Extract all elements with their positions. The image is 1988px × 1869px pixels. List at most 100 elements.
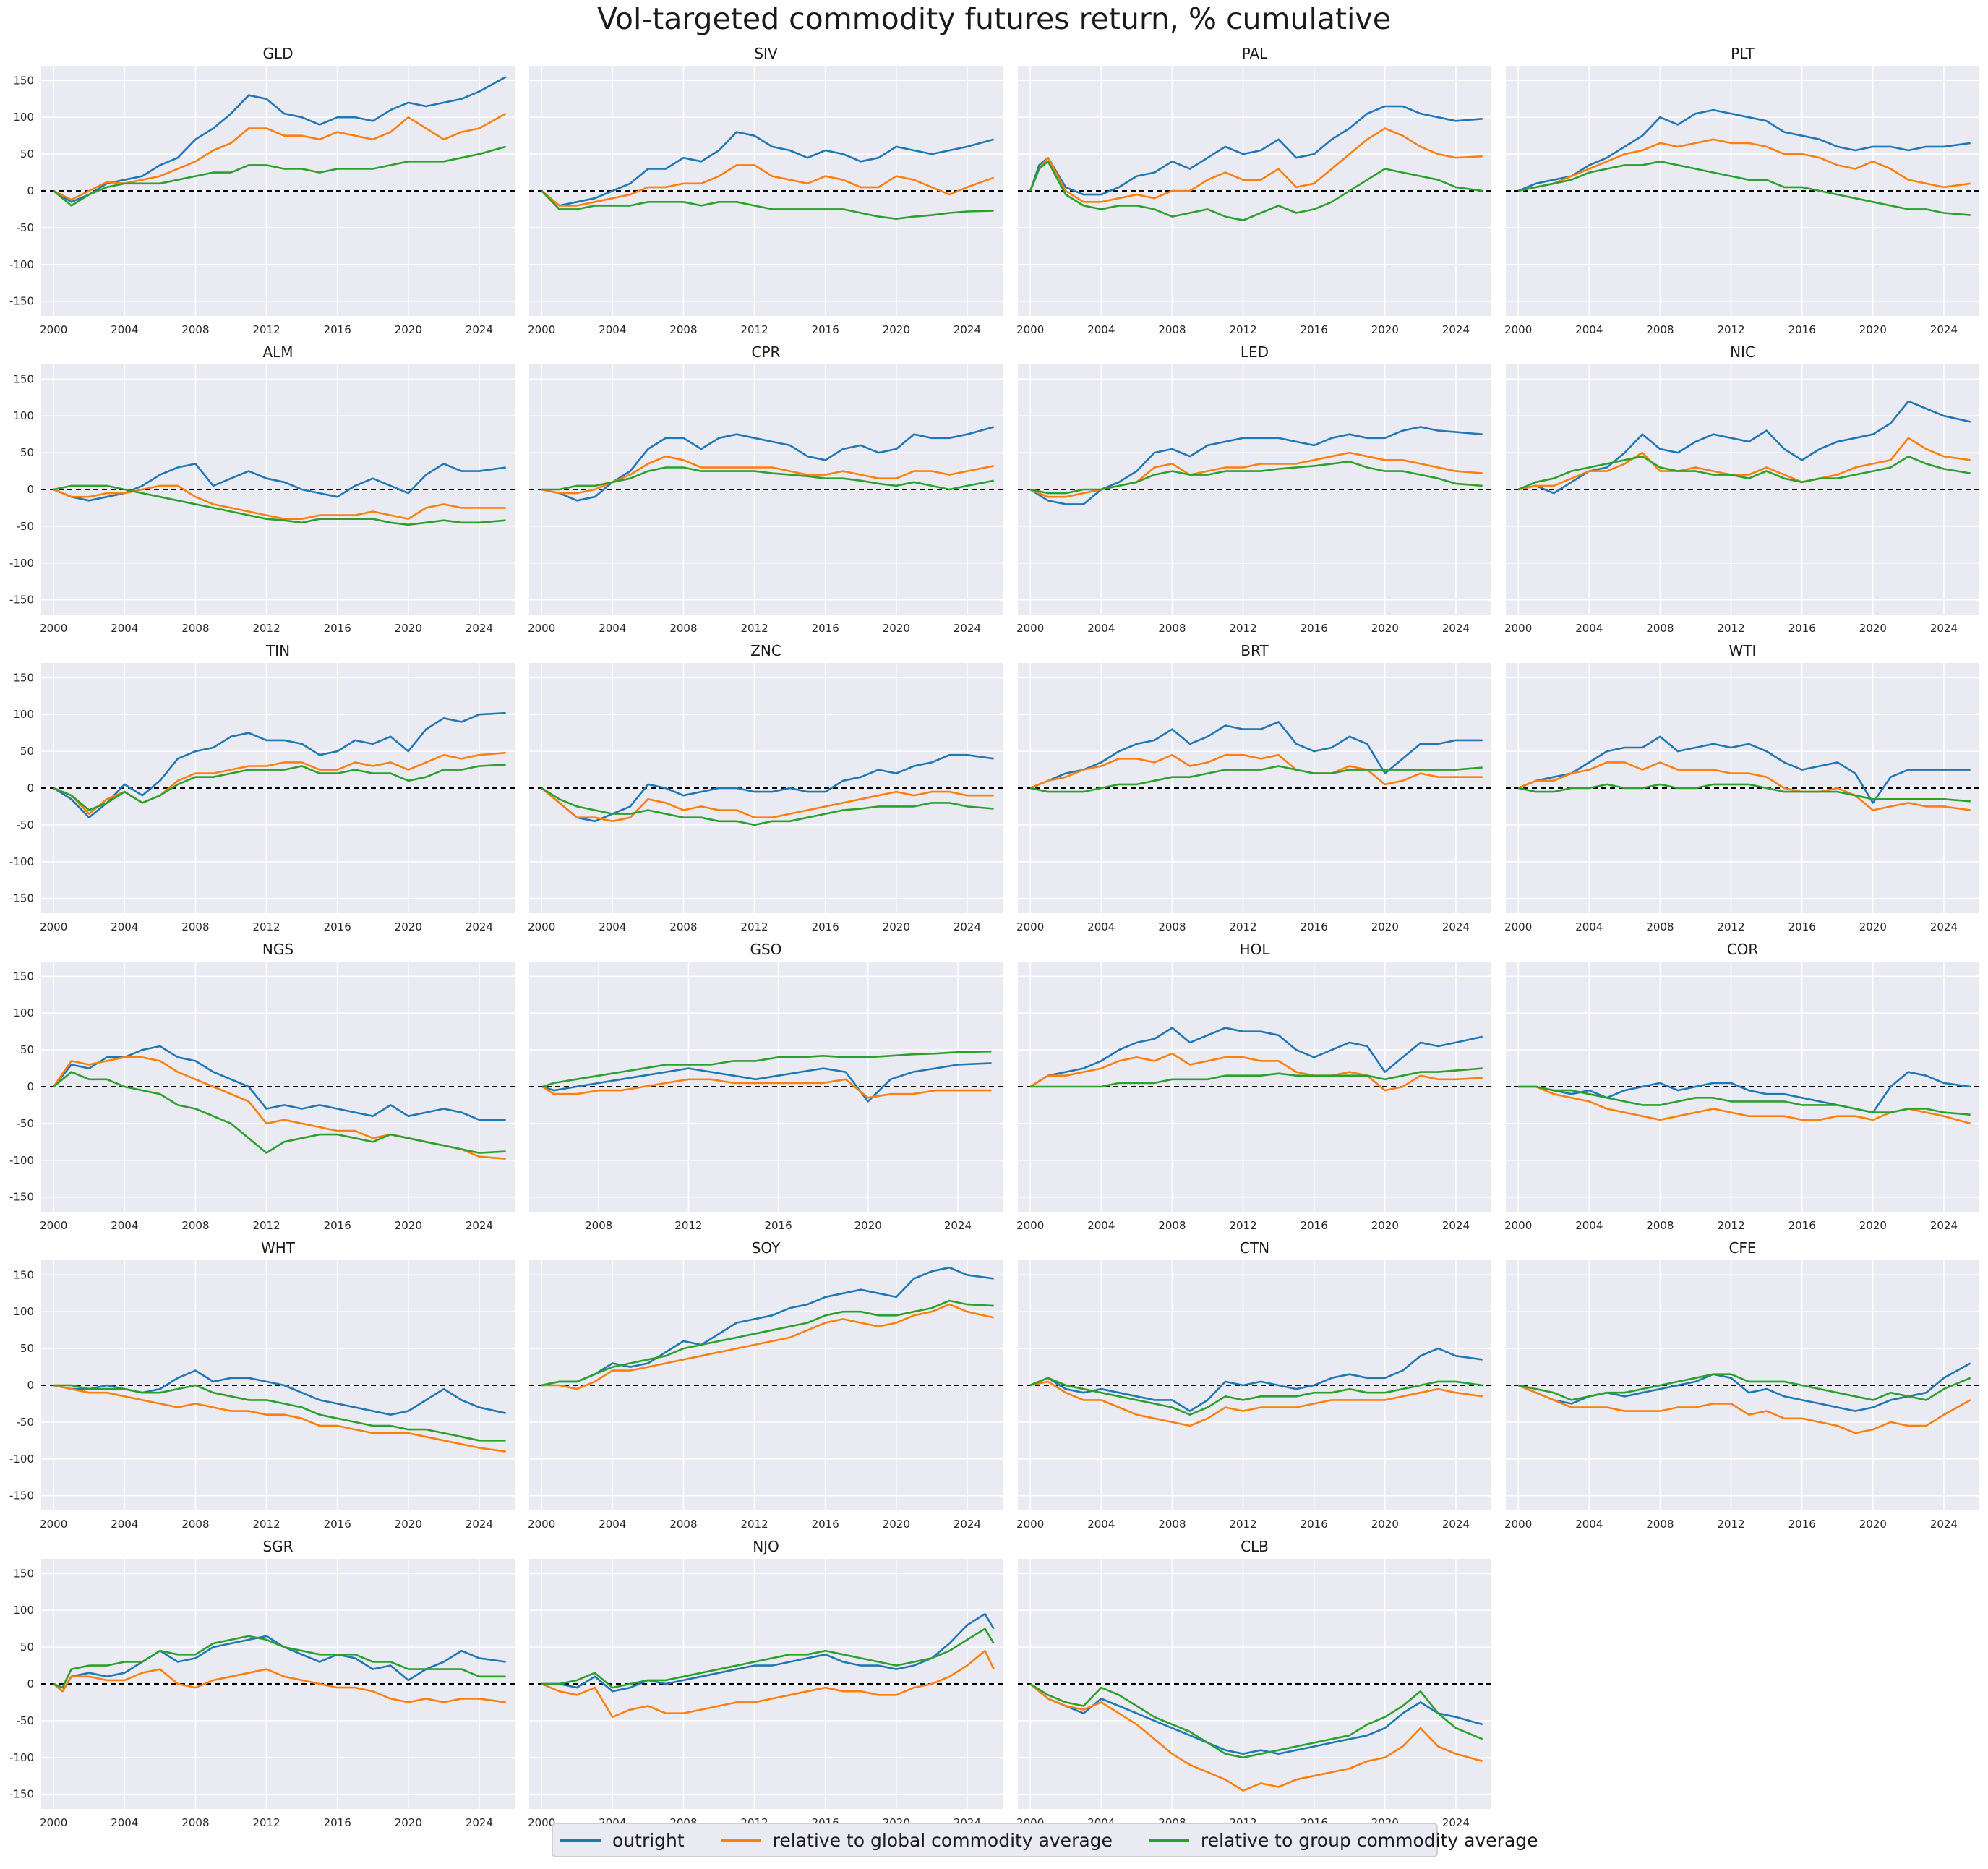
x-tick-label: 2012 [1717, 1518, 1744, 1531]
x-tick-label: 2008 [181, 1219, 209, 1232]
x-tick-label: 2016 [812, 1518, 839, 1531]
series-line-relative-to-group-commodity-average [1029, 1377, 1483, 1416]
series-line-outright [1517, 735, 1971, 804]
series-line-relative-to-group-commodity-average [53, 484, 506, 526]
x-tick-label: 2004 [599, 323, 626, 336]
x-tick-label: 2000 [40, 323, 67, 336]
series-line-outright [53, 1635, 506, 1693]
series-line-relative-to-group-commodity-average [53, 1635, 506, 1689]
y-tick-label: 0 [27, 184, 34, 197]
x-tick-label: 2020 [1371, 1219, 1399, 1232]
x-tick-label: 2008 [669, 1518, 697, 1531]
panel-title: BRT [1241, 642, 1269, 659]
panel-tin: -150 -100 -50 0 50 100 150 2000 2004 2008 2012 2016… [9, 642, 515, 933]
x-tick-label: 2016 [1301, 1518, 1328, 1531]
x-tick-label: 2008 [669, 622, 697, 635]
panel-led: 2000 2004 2008 2012 2016 2020 2024 LED [1016, 343, 1491, 635]
series-line-relative-to-global-commodity-average [1029, 753, 1483, 790]
x-tick-label: 2020 [883, 1518, 910, 1531]
series-line-relative-to-global-commodity-average [541, 787, 994, 823]
x-tick-label: 2016 [1788, 323, 1816, 336]
x-tick-label: 2004 [1087, 920, 1115, 933]
x-tick-label: 2000 [1504, 323, 1532, 336]
series-line-relative-to-global-commodity-average [53, 1384, 506, 1453]
series-line-relative-to-global-commodity-average [1029, 127, 1483, 203]
x-tick-label: 2012 [252, 1518, 280, 1531]
series-line-outright [53, 1045, 506, 1121]
panel-title: PLT [1731, 45, 1755, 62]
x-tick-label: 2004 [599, 1518, 626, 1531]
y-tick-label: 0 [27, 1677, 34, 1690]
series-line-relative-to-group-commodity-average [53, 145, 507, 207]
series-line-relative-to-global-commodity-average [1518, 1085, 1971, 1125]
y-tick-label: 100 [13, 708, 34, 721]
y-tick-label: 150 [13, 1268, 34, 1281]
x-tick-label: 2020 [1859, 1219, 1887, 1232]
x-tick-label: 2008 [181, 1816, 209, 1829]
x-tick-label: 2004 [1575, 1518, 1603, 1531]
panel-gld: -150 -100 -50 0 50 100 150 2000 2004 2008 2012 2016… [9, 45, 515, 336]
y-tick-label: -150 [9, 1788, 34, 1801]
x-tick-label: 2012 [1229, 622, 1256, 635]
panel-title: ALM [262, 343, 293, 361]
series-line-relative-to-global-commodity-average [1517, 138, 1971, 192]
x-tick-label: 2024 [466, 1219, 493, 1232]
y-tick-label: 150 [13, 372, 34, 385]
panel-title: COR [1727, 941, 1759, 958]
panel-brt: 2000 2004 2008 2012 2016 2020 2024 BRT [1016, 642, 1491, 933]
x-tick-label: 2008 [1158, 920, 1186, 933]
legend-item-group: relative to group commodity average [1148, 1829, 1538, 1851]
series-line-outright [541, 753, 994, 823]
panel-cpr: 2000 2004 2008 2012 2016 2020 2024 CPR [528, 343, 1003, 635]
x-tick-label: 2024 [954, 1518, 981, 1531]
x-tick-label: 2008 [1646, 622, 1674, 635]
series-line-relative-to-global-commodity-average [1517, 1384, 1971, 1434]
x-tick-label: 2012 [1229, 323, 1256, 336]
panel-plt: 2000 2004 2008 2012 2016 2020 2024 PLT [1504, 45, 1979, 336]
x-tick-label: 2016 [324, 920, 351, 933]
series-line-outright [1029, 1027, 1483, 1088]
series-line-relative-to-group-commodity-average [53, 1071, 506, 1154]
y-tick-label: -100 [9, 1154, 34, 1167]
y-tick-label: 150 [13, 1567, 34, 1580]
legend-label-group: relative to group commodity average [1200, 1829, 1538, 1851]
series-line-outright [53, 76, 507, 203]
series-line-relative-to-group-commodity-average [1029, 765, 1483, 793]
x-tick-label: 2020 [395, 622, 422, 635]
x-tick-label: 2008 [669, 323, 697, 336]
x-tick-label: 2000 [528, 1518, 555, 1531]
x-tick-label: 2008 [1646, 1219, 1674, 1232]
series-line-outright [1518, 1071, 1971, 1113]
series-line-relative-to-group-commodity-average [1517, 783, 1971, 803]
series-line-relative-to-global-commodity-average [541, 1303, 994, 1390]
x-tick-label: 2004 [111, 323, 138, 336]
series-line-outright [53, 711, 506, 818]
y-tick-label: 50 [20, 1641, 34, 1654]
y-tick-label: 150 [13, 74, 34, 87]
x-tick-label: 2024 [954, 920, 981, 933]
x-tick-label: 2020 [395, 1816, 422, 1829]
x-tick-label: 2016 [324, 1816, 351, 1829]
y-tick-label: -100 [9, 1751, 34, 1764]
x-tick-label: 2024 [1442, 920, 1470, 933]
x-tick-label: 2012 [1717, 323, 1744, 336]
x-tick-label: 2016 [324, 323, 351, 336]
y-tick-label: -50 [17, 1117, 35, 1130]
x-tick-label: 2024 [954, 622, 981, 635]
x-tick-label: 2012 [740, 920, 768, 933]
panel-title: GLD [262, 45, 293, 62]
x-tick-label: 2020 [883, 920, 910, 933]
y-tick-label: -150 [9, 1191, 34, 1204]
x-tick-label: 2008 [1158, 1219, 1186, 1232]
series-line-relative-to-global-commodity-average [1029, 1380, 1483, 1427]
x-tick-label: 2004 [1575, 323, 1603, 336]
x-tick-label: 2000 [40, 1816, 67, 1829]
series-line-relative-to-global-commodity-average [53, 1668, 506, 1703]
panel-alm: -150 -100 -50 0 50 100 150 2000 2004 2008 2012 2016… [9, 343, 515, 635]
x-tick-label: 2012 [252, 622, 280, 635]
x-tick-label: 2000 [1504, 622, 1532, 635]
x-tick-label: 2016 [1788, 920, 1816, 933]
x-tick-label: 2012 [674, 1219, 702, 1232]
x-tick-label: 2004 [111, 1219, 138, 1232]
x-tick-label: 2008 [1158, 622, 1186, 635]
